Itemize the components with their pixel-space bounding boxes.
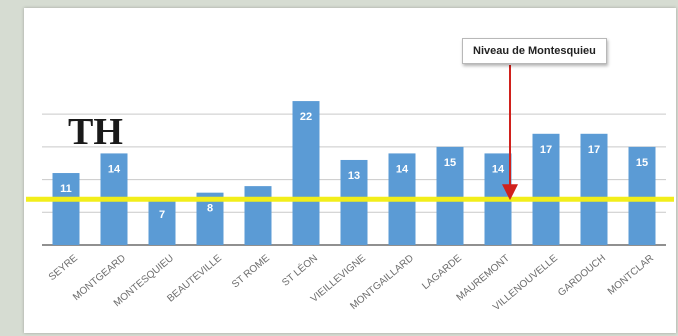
bar-4: [245, 186, 272, 245]
category-label-12: MONTCLAR: [606, 253, 656, 298]
value-label-5: 22: [300, 111, 312, 123]
value-label-11: 17: [588, 144, 600, 156]
value-label-0: 11: [60, 183, 72, 195]
category-label-4: ST ROME: [230, 253, 272, 291]
chart-frame: 11 14 7 8 22 13 14 15 14 17 17 15 SEYRE MONTGEARD MON…: [24, 8, 676, 333]
value-label-10: 17: [540, 144, 552, 156]
value-label-12: 15: [636, 157, 648, 169]
category-label-11: GARDOUCH: [556, 253, 608, 299]
value-label-8: 15: [444, 157, 456, 169]
value-label-3: 8: [207, 203, 213, 215]
category-label-5: ST LÉON: [279, 251, 320, 288]
value-label-2: 7: [159, 209, 165, 221]
category-label-0: SEYRE: [47, 253, 80, 283]
value-label-6: 13: [348, 170, 360, 182]
value-label-1: 14: [108, 163, 121, 175]
annotation-label: Niveau de Montesquieu: [462, 38, 607, 64]
chart-title: TH: [68, 110, 123, 154]
category-label-8: LAGARDE: [420, 253, 464, 292]
bar-2: [149, 199, 176, 245]
value-label-9: 14: [492, 163, 505, 175]
value-label-7: 14: [396, 163, 409, 175]
